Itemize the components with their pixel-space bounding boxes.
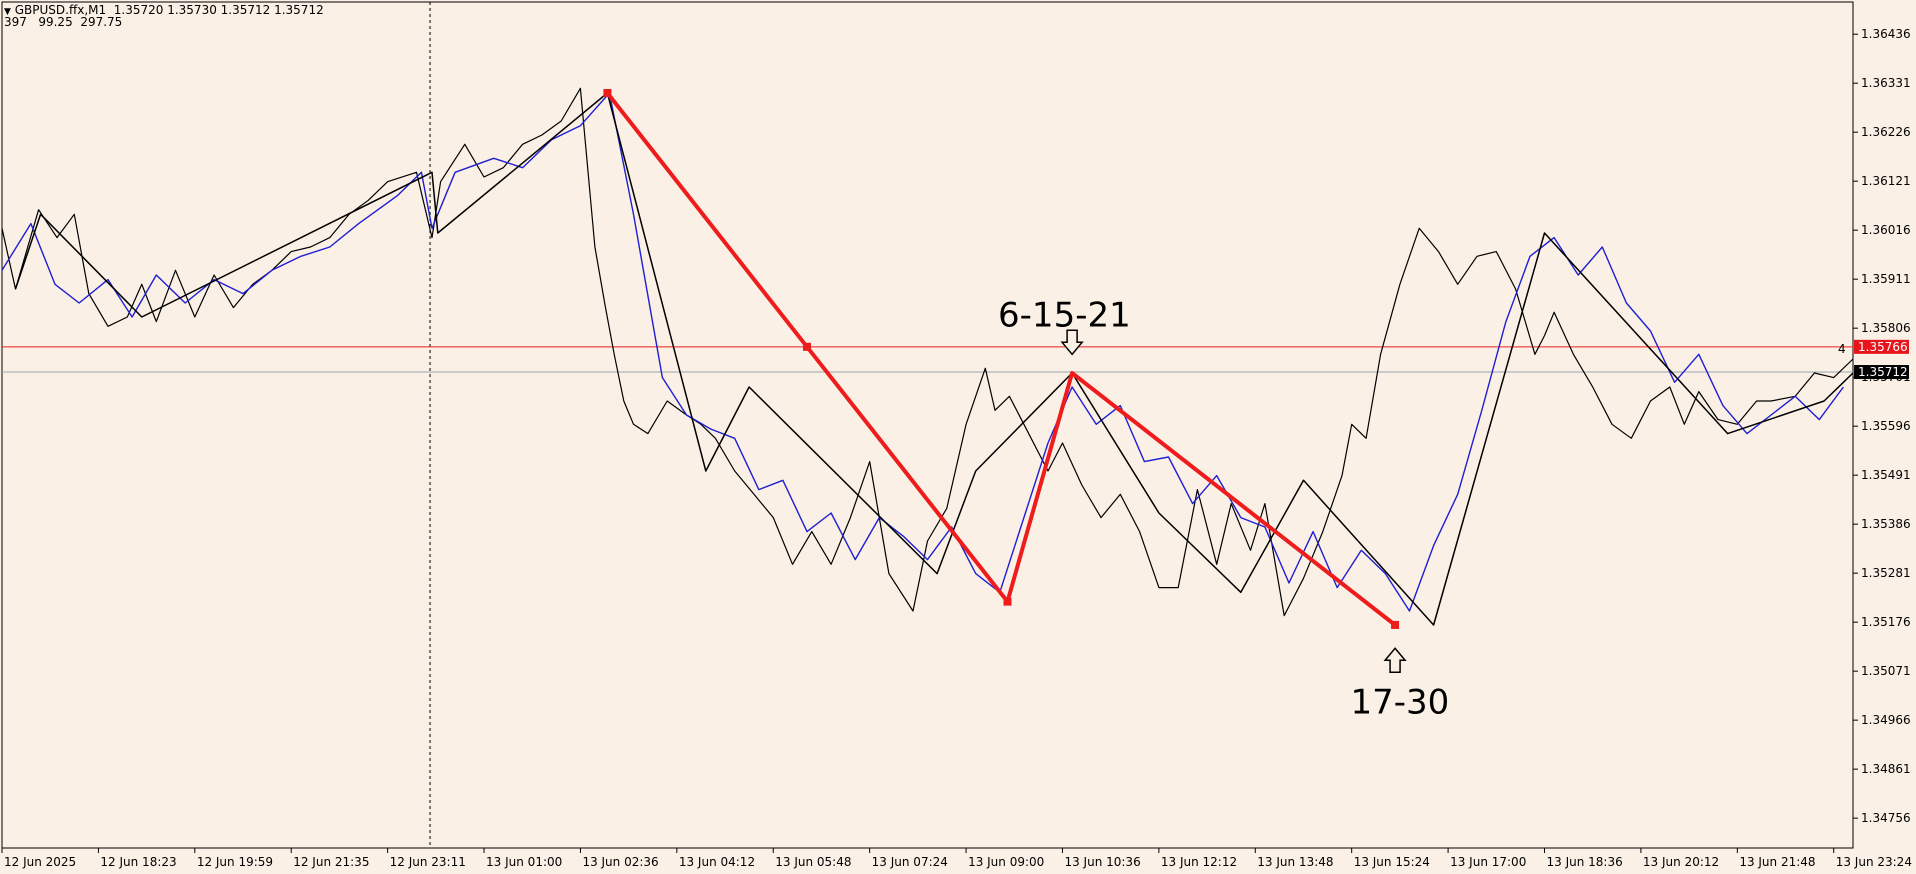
- symbol-header: ▼ GBPUSD.ffx,M1 1.35720 1.35730 1.35712 …: [4, 3, 324, 19]
- y-tick-label: 1.35386: [1861, 517, 1911, 531]
- y-tick-label: 1.36226: [1861, 125, 1911, 139]
- x-tick-label: 13 Jun 02:36: [582, 855, 658, 869]
- symbol-quote: GBPUSD.ffx,M1 1.35720 1.35730 1.35712 1.…: [14, 3, 324, 17]
- y-tick-label: 1.35596: [1861, 419, 1911, 433]
- x-tick-label: 13 Jun 18:36: [1547, 855, 1623, 869]
- x-tick-label: 12 Jun 18:23: [100, 855, 176, 869]
- red-line-point[interactable]: [1391, 620, 1400, 629]
- y-tick-label: 1.35806: [1861, 321, 1911, 335]
- y-tick-label: 1.34861: [1861, 762, 1911, 776]
- x-tick-label: 13 Jun 05:48: [775, 855, 851, 869]
- red-line-point[interactable]: [802, 342, 811, 351]
- y-tick-label: 1.36436: [1861, 27, 1911, 41]
- plot-frame: [1, 1, 1854, 849]
- x-tick-label: 12 Jun 23:11: [390, 855, 466, 869]
- y-tick-label: 1.34966: [1861, 713, 1911, 727]
- y-tick-label: 1.35491: [1861, 468, 1911, 482]
- x-tick-label: 12 Jun 2025: [4, 855, 76, 869]
- x-tick-label: 12 Jun 21:35: [293, 855, 369, 869]
- y-tick-label: 1.35281: [1861, 566, 1911, 580]
- x-tick-label: 13 Jun 07:24: [872, 855, 948, 869]
- x-tick-label: 13 Jun 21:48: [1739, 855, 1815, 869]
- x-tick-label: 13 Jun 15:24: [1354, 855, 1430, 869]
- red-level-price: 1.35766: [1858, 340, 1908, 354]
- x-tick-label: 13 Jun 20:12: [1643, 855, 1719, 869]
- y-tick-label: 1.35071: [1861, 664, 1911, 678]
- annotation-label-2: 17-30: [1350, 683, 1449, 723]
- down-arrow-icon: [1060, 329, 1084, 356]
- series-red-line: [605, 91, 1397, 627]
- x-tick-label: 13 Jun 04:12: [679, 855, 755, 869]
- series-zigzag-blue: [1, 92, 1844, 612]
- y-tick-label: 1.36331: [1861, 76, 1911, 90]
- series-price: [1, 87, 1854, 617]
- y-tick-label: 1.36016: [1861, 223, 1911, 237]
- y-tick-label: 1.35176: [1861, 615, 1911, 629]
- series-zigzag-black: [14, 92, 1854, 626]
- red-line-point[interactable]: [603, 88, 612, 97]
- indicator-values: 397 99.25 297.75: [4, 15, 123, 29]
- annotation-label-1: 6-15-21: [998, 295, 1131, 335]
- y-tick-label: 1.34756: [1861, 811, 1911, 825]
- red-level-price-tag: [1854, 339, 1909, 354]
- collapse-triangle-icon[interactable]: ▼: [4, 7, 11, 17]
- x-tick-label: 13 Jun 23:24: [1836, 855, 1912, 869]
- red-line-point[interactable]: [1003, 597, 1012, 606]
- y-tick-label: 1.36121: [1861, 174, 1911, 188]
- current-price-tag: [1854, 365, 1909, 380]
- x-tick-label: 13 Jun 01:00: [486, 855, 562, 869]
- up-arrow-icon: [1383, 647, 1407, 674]
- current-price: 1.35712: [1858, 365, 1908, 379]
- red-level-count: 4: [1838, 342, 1846, 356]
- x-tick-label: 13 Jun 09:00: [968, 855, 1044, 869]
- x-tick-label: 12 Jun 19:59: [197, 855, 273, 869]
- x-tick-label: 13 Jun 17:00: [1450, 855, 1526, 869]
- y-tick-label: 1.35911: [1861, 272, 1911, 286]
- x-tick-label: 13 Jun 12:12: [1161, 855, 1237, 869]
- x-tick-label: 13 Jun 10:36: [1064, 855, 1140, 869]
- x-tick-label: 13 Jun 13:48: [1257, 855, 1333, 869]
